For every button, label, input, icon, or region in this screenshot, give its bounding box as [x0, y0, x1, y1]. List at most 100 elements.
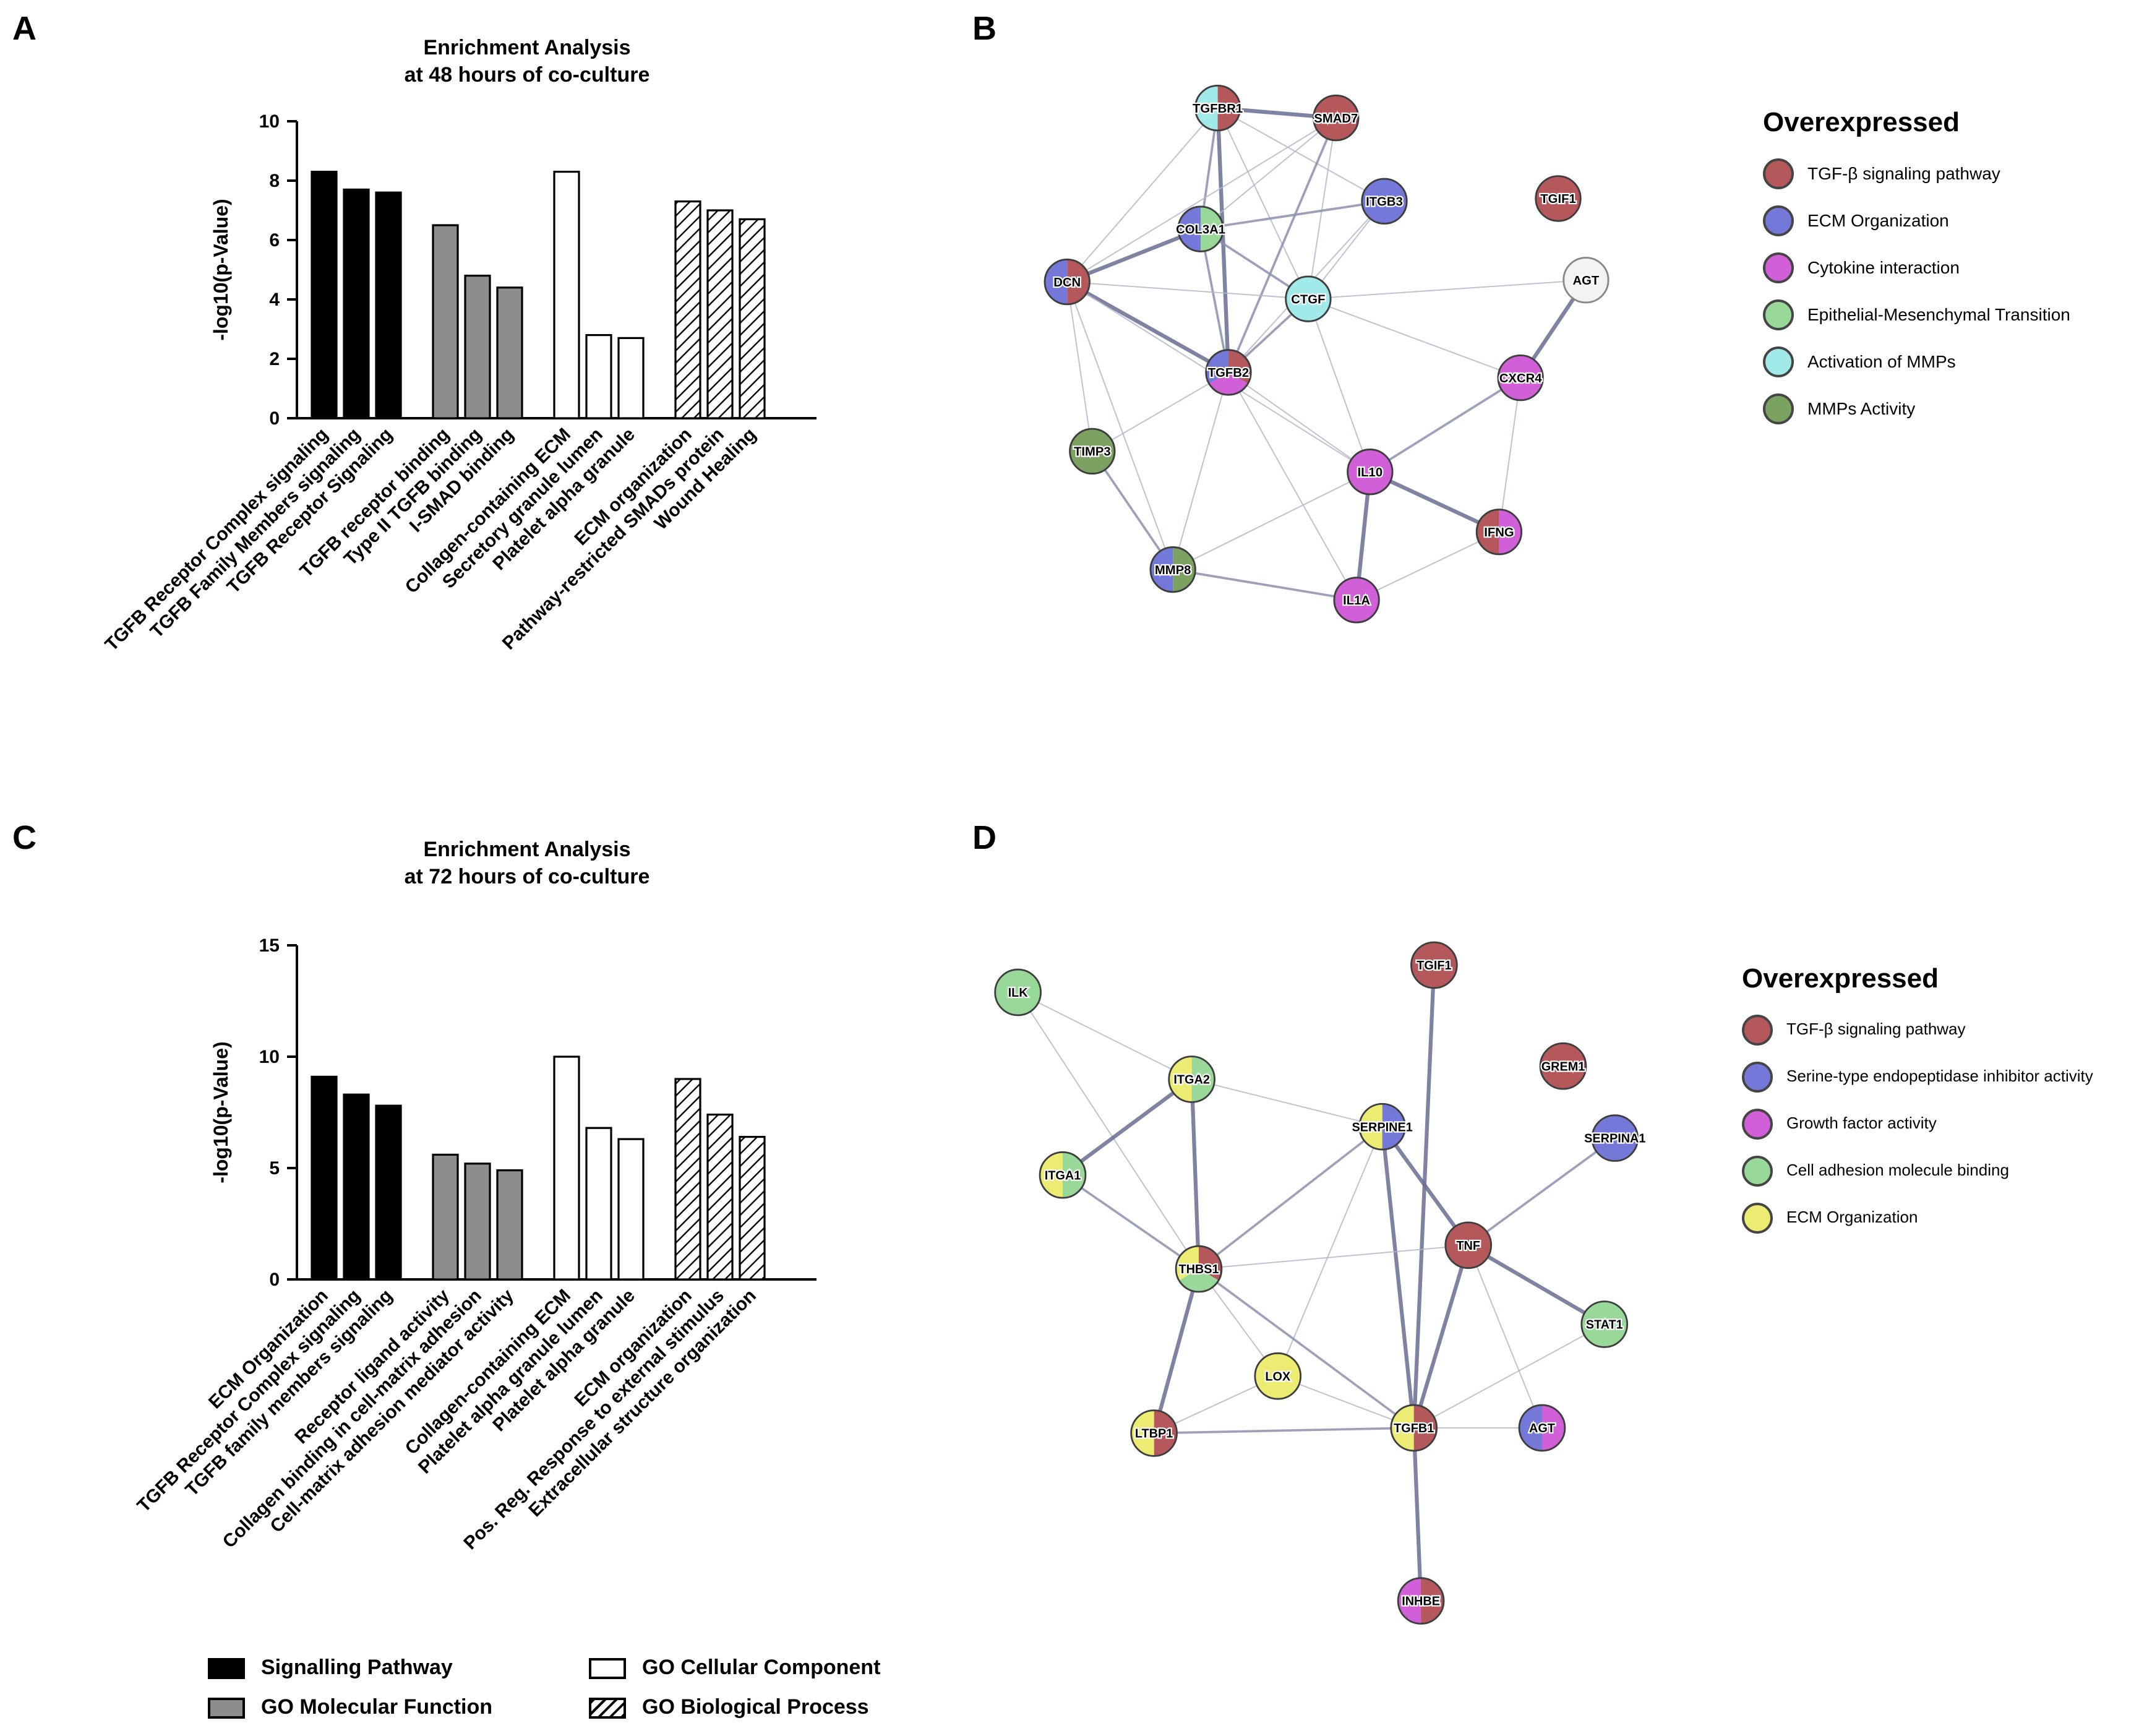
bar: [585, 1127, 612, 1281]
node-label: SERPINE1: [1352, 1120, 1413, 1134]
node-LOX: LOX: [1254, 1352, 1302, 1400]
panel-b-label: B: [972, 10, 997, 47]
node-ILK: ILK: [994, 968, 1042, 1016]
y-tick-label: 2: [269, 349, 280, 369]
node-TGIF1: TGIF1: [1535, 175, 1582, 222]
node-label: TGFB1: [1394, 1422, 1434, 1435]
bar: [674, 1078, 701, 1281]
bar: [706, 1114, 734, 1281]
edge-TGFB2-TIMP3: [1092, 372, 1229, 452]
bar: [617, 1138, 645, 1281]
bar-legend-label: GO Cellular Component: [642, 1656, 881, 1679]
bar: [617, 337, 645, 419]
node-IL1A: IL1A: [1333, 577, 1380, 624]
node-ITGA1: ITGA1: [1039, 1151, 1087, 1199]
legend-color-icon: [1742, 1156, 1773, 1187]
legend-item: TGF-β signaling pathway: [1763, 158, 2134, 189]
bar-legend-item: Signalling Pathway: [208, 1656, 492, 1680]
bar: [496, 1169, 523, 1281]
legend-item-label: MMPs Activity: [1807, 398, 1916, 419]
y-tick-label: 5: [269, 1158, 280, 1179]
node-CTGF: CTGF: [1285, 275, 1332, 322]
legend-item-label: Cell adhesion molecule binding: [1786, 1161, 2009, 1180]
bar: [343, 1093, 370, 1281]
bar: [585, 334, 612, 419]
panel-c-label: C: [12, 819, 37, 856]
edge-SERPINE1-TNF: [1381, 1125, 1470, 1247]
node-AGT: AGT: [1518, 1404, 1566, 1452]
panel-a-label: A: [12, 10, 37, 47]
legend-item: TGF-β signaling pathway: [1742, 1015, 2135, 1046]
node-label: CTGF: [1291, 293, 1325, 306]
edge-TGFB1-INHBE: [1412, 1427, 1423, 1601]
edge-TNF-STAT1: [1467, 1244, 1606, 1326]
node-label: MMP8: [1155, 564, 1191, 577]
edge-SMAD7-TGFB2: [1227, 117, 1337, 373]
legend-color-icon: [1763, 299, 1794, 330]
edge-SERPINE1-TGFB1: [1380, 1126, 1416, 1429]
node-label: ITGB3: [1366, 196, 1403, 209]
node-STAT1: STAT1: [1580, 1300, 1629, 1348]
edge-SMAD7-CTGF: [1307, 118, 1337, 299]
node-label: COL3A1: [1176, 223, 1225, 236]
edge-TGFB2-IL10: [1228, 372, 1371, 473]
node-TNF: TNF: [1444, 1221, 1493, 1270]
panel-d-legend: Overexpressed TGF-β signaling pathway Ser…: [1742, 963, 2135, 1250]
network-72h: ILK TGIF1 ITGA2 GREM1 SERPINE1 SERPINA1 ITGA1 T…: [994, 941, 1647, 1625]
panel-b-legend: Overexpressed TGF-β signaling pathway ECM…: [1763, 106, 2134, 440]
bar: [739, 1135, 766, 1281]
node-label: TIMP3: [1074, 445, 1111, 459]
bar-style-legend: Signalling Pathway GO Molecular Function G…: [208, 1656, 880, 1720]
edge-TGFBR1-ITGB3: [1217, 107, 1385, 202]
node-CXCR4: CXCR4: [1497, 354, 1544, 402]
node-GREM1: GREM1: [1539, 1042, 1587, 1090]
bar: [496, 286, 523, 419]
node-TGIF1: TGIF1: [1410, 941, 1458, 989]
edge-ILK-ITGA2: [1018, 992, 1193, 1080]
node-label: TGFBR1: [1193, 102, 1243, 116]
edge-COL3A1-DCN: [1066, 227, 1202, 284]
node-COL3A1: COL3A1: [1175, 205, 1227, 252]
edge-TIMP3-MMP8: [1091, 450, 1174, 570]
bar: [375, 1104, 402, 1281]
edge-CTGF-CXCR4: [1308, 298, 1521, 379]
enrichment-chart-72h: Enrichment Analysis at 72 hours of co-cul…: [134, 838, 817, 1553]
x-tick-label: TGFB Receptor Complex signaling: [101, 424, 332, 655]
edge-THBS1-TNF: [1198, 1244, 1468, 1270]
legend-item: ECM Organization: [1742, 1203, 2135, 1234]
bar: [432, 224, 459, 419]
bar-style-swatch-icon: [589, 1657, 627, 1678]
node-label: AGT: [1573, 274, 1600, 288]
node-IL10: IL10: [1347, 449, 1394, 496]
legend-item-label: TGF-β signaling pathway: [1807, 163, 2000, 184]
node-label: SMAD7: [1314, 112, 1358, 126]
chart-subtitle: at 72 hours of co-culture: [405, 865, 650, 888]
node-THBS1: THBS1: [1175, 1245, 1223, 1293]
edge-ITGB3-COL3A1: [1200, 200, 1385, 231]
node-label: DCN: [1053, 276, 1081, 290]
edge-TNF-SERPINA1: [1467, 1137, 1616, 1247]
node-ITGA2: ITGA2: [1168, 1055, 1215, 1103]
edge-SMAD7-DCN: [1066, 117, 1337, 283]
edge-STAT1-TGFB1: [1413, 1323, 1605, 1429]
node-label: INHBE: [1402, 1595, 1440, 1609]
edge-DCN-CTGF: [1067, 281, 1308, 300]
bar: [739, 218, 766, 419]
node-label: TGFB2: [1208, 366, 1249, 380]
node-label: SERPINA1: [1584, 1132, 1645, 1146]
legend-item-label: Activation of MMPs: [1807, 351, 1956, 372]
bar-legend-item: GO Biological Process: [589, 1695, 880, 1720]
bar-style-swatch-icon: [208, 1697, 245, 1718]
node-label: LOX: [1265, 1370, 1291, 1383]
edge-ITGA1-THBS1: [1061, 1174, 1200, 1270]
bar-legend-label: Signalling Pathway: [261, 1656, 453, 1679]
y-tick-label: 15: [259, 935, 280, 956]
legend-item: Cell adhesion molecule binding: [1742, 1156, 2135, 1187]
bar: [553, 171, 580, 419]
edge-TGFBR1-TGFB2: [1215, 108, 1231, 373]
node-label: THBS1: [1178, 1263, 1219, 1276]
node-label: CXCR4: [1499, 372, 1542, 385]
legend-color-icon: [1763, 158, 1794, 189]
bar: [464, 1162, 491, 1281]
